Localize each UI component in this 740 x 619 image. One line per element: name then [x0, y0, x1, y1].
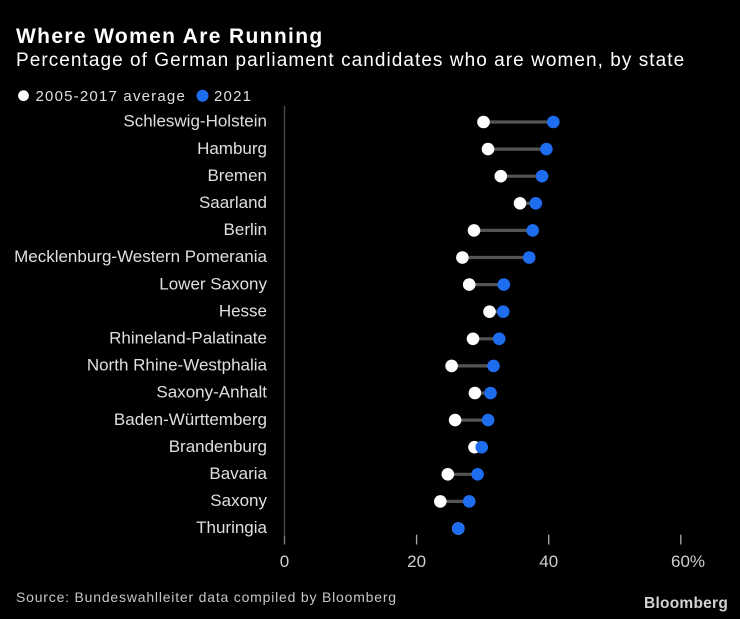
svg-text:Saxony-Anhalt: Saxony-Anhalt: [156, 383, 267, 402]
svg-text:2005-2017 average: 2005-2017 average: [36, 88, 187, 105]
svg-text:0: 0: [280, 552, 289, 571]
svg-text:Schleswig-Holstein: Schleswig-Holstein: [123, 112, 267, 131]
svg-text:40: 40: [539, 552, 558, 571]
svg-text:Bloomberg: Bloomberg: [644, 595, 728, 612]
svg-text:Hamburg: Hamburg: [197, 139, 267, 158]
svg-text:Thuringia: Thuringia: [196, 518, 267, 537]
svg-text:Hesse: Hesse: [219, 301, 267, 320]
svg-text:20: 20: [407, 552, 426, 571]
svg-text:Percentage of German parliamen: Percentage of German parliament candidat…: [16, 50, 685, 71]
svg-text:Source: Bundeswahlleiter data: Source: Bundeswahlleiter data compiled b…: [16, 589, 397, 605]
svg-text:Brandenburg: Brandenburg: [169, 437, 267, 456]
svg-text:Bavaria: Bavaria: [209, 464, 267, 483]
svg-text:North Rhine-Westphalia: North Rhine-Westphalia: [87, 356, 268, 375]
svg-text:Saarland: Saarland: [199, 193, 267, 212]
svg-text:Where Women Are Running: Where Women Are Running: [16, 25, 324, 48]
svg-text:60%: 60%: [671, 552, 705, 571]
svg-text:Baden-Württemberg: Baden-Württemberg: [114, 410, 267, 429]
svg-text:Bremen: Bremen: [207, 166, 267, 185]
svg-text:Saxony: Saxony: [210, 491, 267, 510]
svg-text:Lower Saxony: Lower Saxony: [159, 274, 267, 293]
svg-text:Berlin: Berlin: [224, 220, 267, 239]
svg-text:Rhineland-Palatinate: Rhineland-Palatinate: [109, 329, 267, 348]
svg-text:2021: 2021: [214, 88, 252, 105]
svg-text:Mecklenburg-Western Pomerania: Mecklenburg-Western Pomerania: [14, 247, 267, 266]
